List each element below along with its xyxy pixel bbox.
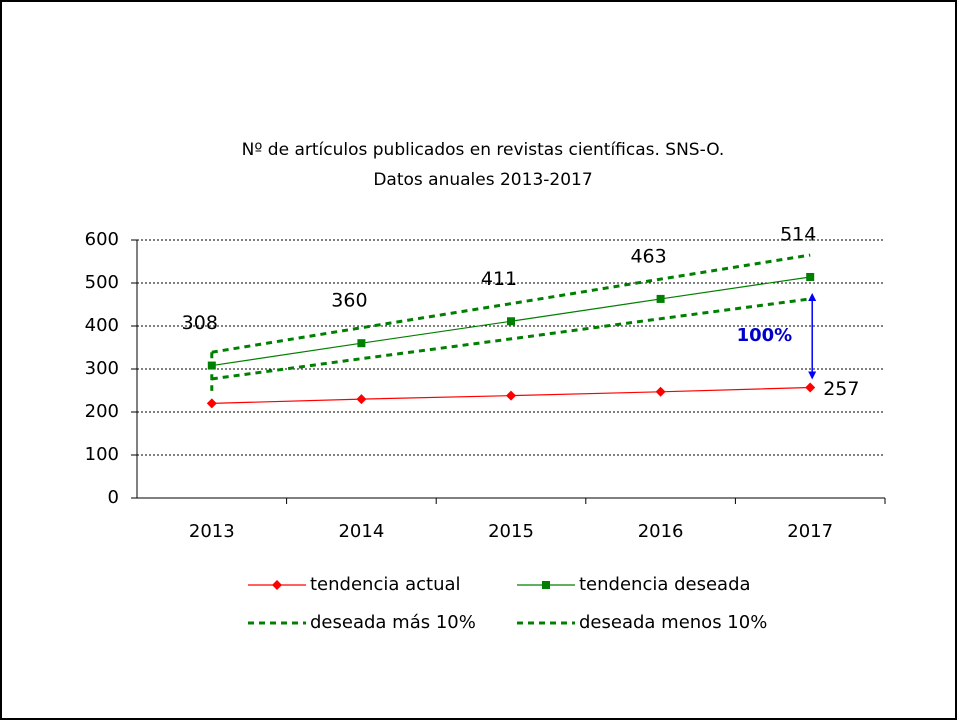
legend-marker [272,580,282,590]
data-label: 411 [481,268,517,290]
y-tick-label: 0 [108,487,119,508]
chart-title: Nº de artículos publicados en revistas c… [242,140,725,160]
marker [806,272,815,281]
legend-marker [542,581,550,589]
marker [656,294,665,303]
data-label: 257 [823,378,859,400]
y-tick-label: 600 [85,229,119,250]
marker [206,398,217,409]
legend-label: tendencia deseada [579,574,751,595]
series-line [211,297,811,381]
x-tick-label: 2017 [787,521,833,542]
y-tick-label: 500 [85,272,119,293]
arrow-head [808,292,817,301]
marker [805,382,816,393]
data-label: 514 [780,223,816,245]
marker [507,317,515,326]
legend-label: tendencia actual [310,574,461,595]
data-label: 308 [182,312,218,334]
marker [357,339,366,348]
legend-label: deseada menos 10% [579,612,767,633]
marker [356,394,367,405]
marker [506,390,516,401]
x-tick-label: 2014 [338,521,384,542]
x-tick-label: 2016 [638,521,684,542]
x-tick-label: 2015 [488,521,534,542]
x-tick-label: 2013 [189,521,235,542]
data-label: 360 [331,290,367,312]
marker [655,386,666,397]
y-tick-label: 100 [85,444,119,465]
arrow-head [808,371,817,380]
y-tick-label: 200 [85,401,119,422]
data-label: 463 [630,245,666,267]
legend-label: deseada más 10% [310,612,476,633]
annotation: 100% [737,325,793,346]
y-tick-label: 400 [85,315,119,336]
chart-subtitle: Datos anuales 2013-2017 [373,170,592,190]
y-tick-label: 300 [85,358,119,379]
series-line [211,253,811,354]
